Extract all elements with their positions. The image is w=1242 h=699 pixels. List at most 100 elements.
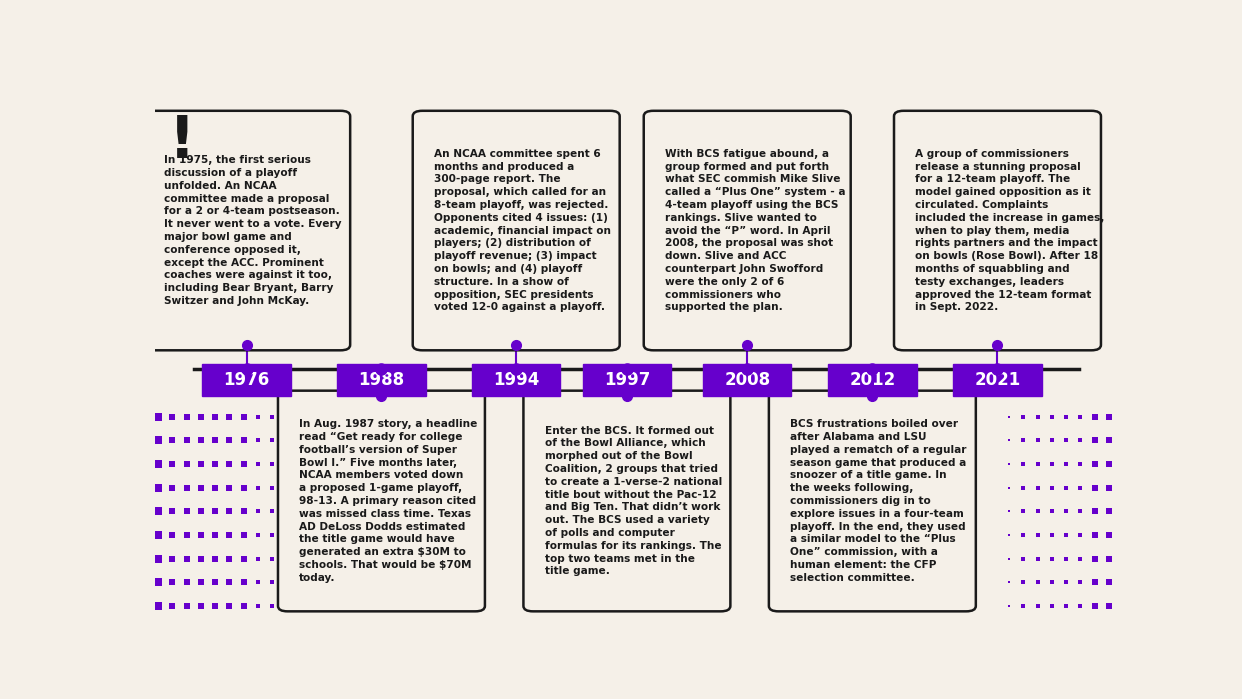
Point bbox=[291, 459, 310, 470]
Point bbox=[1027, 505, 1047, 517]
Point bbox=[1071, 600, 1090, 612]
Point bbox=[1141, 459, 1161, 470]
Point bbox=[1170, 482, 1190, 493]
Point bbox=[277, 411, 297, 422]
Point bbox=[319, 577, 339, 588]
Point bbox=[1042, 529, 1062, 540]
Point bbox=[220, 553, 240, 564]
Point bbox=[1027, 411, 1047, 422]
Point bbox=[333, 505, 353, 517]
Point bbox=[191, 459, 211, 470]
Point bbox=[1042, 482, 1062, 493]
Point bbox=[176, 600, 196, 612]
Point bbox=[1056, 577, 1076, 588]
Point bbox=[999, 505, 1018, 517]
Point bbox=[376, 600, 396, 612]
Point bbox=[319, 529, 339, 540]
Point bbox=[1170, 553, 1190, 564]
FancyBboxPatch shape bbox=[278, 391, 484, 612]
Point bbox=[1113, 553, 1133, 564]
Point bbox=[1027, 553, 1047, 564]
Point bbox=[1141, 553, 1161, 564]
Point bbox=[176, 482, 196, 493]
Point bbox=[1042, 459, 1062, 470]
Text: 2012: 2012 bbox=[850, 371, 895, 389]
Point bbox=[348, 553, 368, 564]
Point bbox=[248, 600, 268, 612]
Point bbox=[348, 482, 368, 493]
Point bbox=[176, 435, 196, 446]
Point bbox=[148, 505, 168, 517]
Point bbox=[1128, 435, 1148, 446]
Point bbox=[291, 600, 310, 612]
Point bbox=[233, 505, 253, 517]
Point bbox=[277, 529, 297, 540]
Point bbox=[163, 553, 183, 564]
Point bbox=[1027, 529, 1047, 540]
FancyBboxPatch shape bbox=[337, 363, 426, 396]
Point bbox=[304, 505, 324, 517]
Point bbox=[1027, 600, 1047, 612]
Point bbox=[191, 505, 211, 517]
Point bbox=[1071, 435, 1090, 446]
Point bbox=[1084, 459, 1104, 470]
Point bbox=[191, 553, 211, 564]
Point bbox=[319, 505, 339, 517]
Point bbox=[291, 505, 310, 517]
Text: With BCS fatigue abound, a
group formed and put forth
what SEC commish Mike Sliv: With BCS fatigue abound, a group formed … bbox=[664, 149, 846, 312]
Point bbox=[262, 577, 282, 588]
Point bbox=[1156, 553, 1176, 564]
Point bbox=[1042, 553, 1062, 564]
Point bbox=[1170, 411, 1190, 422]
Point bbox=[291, 435, 310, 446]
Point bbox=[319, 600, 339, 612]
Point bbox=[205, 505, 225, 517]
Point bbox=[233, 600, 253, 612]
Point bbox=[319, 435, 339, 446]
Point bbox=[1027, 577, 1047, 588]
Point bbox=[262, 482, 282, 493]
Point bbox=[1056, 529, 1076, 540]
Point bbox=[1156, 577, 1176, 588]
Point bbox=[191, 435, 211, 446]
Point bbox=[248, 435, 268, 446]
Point bbox=[1099, 553, 1119, 564]
Point bbox=[1113, 600, 1133, 612]
Point bbox=[319, 459, 339, 470]
Text: 2021: 2021 bbox=[975, 371, 1021, 389]
Point bbox=[1170, 600, 1190, 612]
Point bbox=[291, 482, 310, 493]
Text: An NCAA committee spent 6
months and produced a
300-page report. The
proposal, w: An NCAA committee spent 6 months and pro… bbox=[433, 149, 611, 312]
Point bbox=[1027, 482, 1047, 493]
Point bbox=[262, 435, 282, 446]
Point bbox=[1056, 435, 1076, 446]
Point bbox=[220, 435, 240, 446]
Point bbox=[1128, 505, 1148, 517]
Point bbox=[1056, 459, 1076, 470]
Point bbox=[220, 600, 240, 612]
Point bbox=[1128, 459, 1148, 470]
Point bbox=[277, 553, 297, 564]
Point bbox=[148, 459, 168, 470]
Point bbox=[262, 529, 282, 540]
Point bbox=[220, 577, 240, 588]
Point bbox=[1084, 482, 1104, 493]
FancyBboxPatch shape bbox=[828, 363, 917, 396]
Point bbox=[233, 459, 253, 470]
Point bbox=[233, 411, 253, 422]
Point bbox=[163, 505, 183, 517]
Point bbox=[205, 577, 225, 588]
Point bbox=[1128, 529, 1148, 540]
Point bbox=[277, 459, 297, 470]
Point bbox=[148, 482, 168, 493]
Point bbox=[1099, 435, 1119, 446]
Point bbox=[1141, 411, 1161, 422]
Point bbox=[233, 482, 253, 493]
Point bbox=[304, 459, 324, 470]
Point bbox=[1141, 482, 1161, 493]
Point bbox=[248, 577, 268, 588]
Point bbox=[248, 529, 268, 540]
Point bbox=[163, 577, 183, 588]
FancyBboxPatch shape bbox=[523, 391, 730, 612]
Point bbox=[1084, 600, 1104, 612]
